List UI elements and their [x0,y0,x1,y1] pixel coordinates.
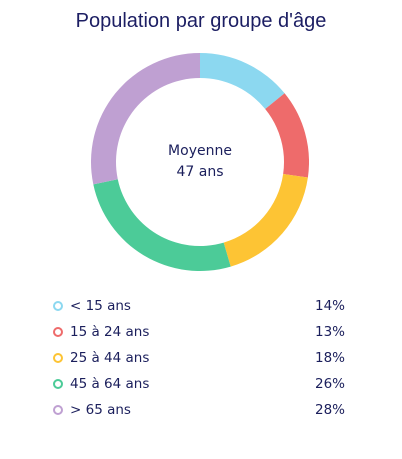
donut-center: Moyenne 47 ans [91,53,309,271]
legend-marker-icon [53,301,63,311]
legend-value: 13% [314,324,345,340]
legend-label: < 15 ans [70,298,131,314]
legend-value: 14% [314,298,345,314]
legend-item: 45 à 64 ans 26% [53,371,345,397]
slice-4 [93,179,231,271]
chart-title: Population par groupe d'âge [75,10,327,32]
donut-chart [91,53,309,271]
legend: < 15 ans 14% 15 à 24 ans 13% 25 à 44 ans 18% 4… [53,293,345,423]
legend-item: < 15 ans 14% [53,293,345,319]
legend-marker-icon [53,353,63,363]
legend-value: 26% [314,376,345,392]
legend-marker-icon [53,327,63,337]
legend-label: 45 à 64 ans [70,376,150,392]
center-label: Moyenne [168,143,232,159]
legend-item: 15 à 24 ans 13% [53,319,345,345]
legend-item: > 65 ans 28% [53,397,345,423]
legend-label: 25 à 44 ans [70,350,150,366]
slice-1 [200,53,285,110]
legend-value: 18% [314,350,345,366]
legend-value: 28% [314,402,345,418]
center-value: 47 ans [176,164,224,180]
legend-label: 15 à 24 ans [70,324,150,340]
legend-marker-icon [53,379,63,389]
legend-marker-icon [53,405,63,415]
slice-3 [223,173,308,267]
slice-5 [91,53,200,185]
slice-2 [265,93,309,178]
legend-item: 25 à 44 ans 18% [53,345,345,371]
legend-label: > 65 ans [70,402,131,418]
